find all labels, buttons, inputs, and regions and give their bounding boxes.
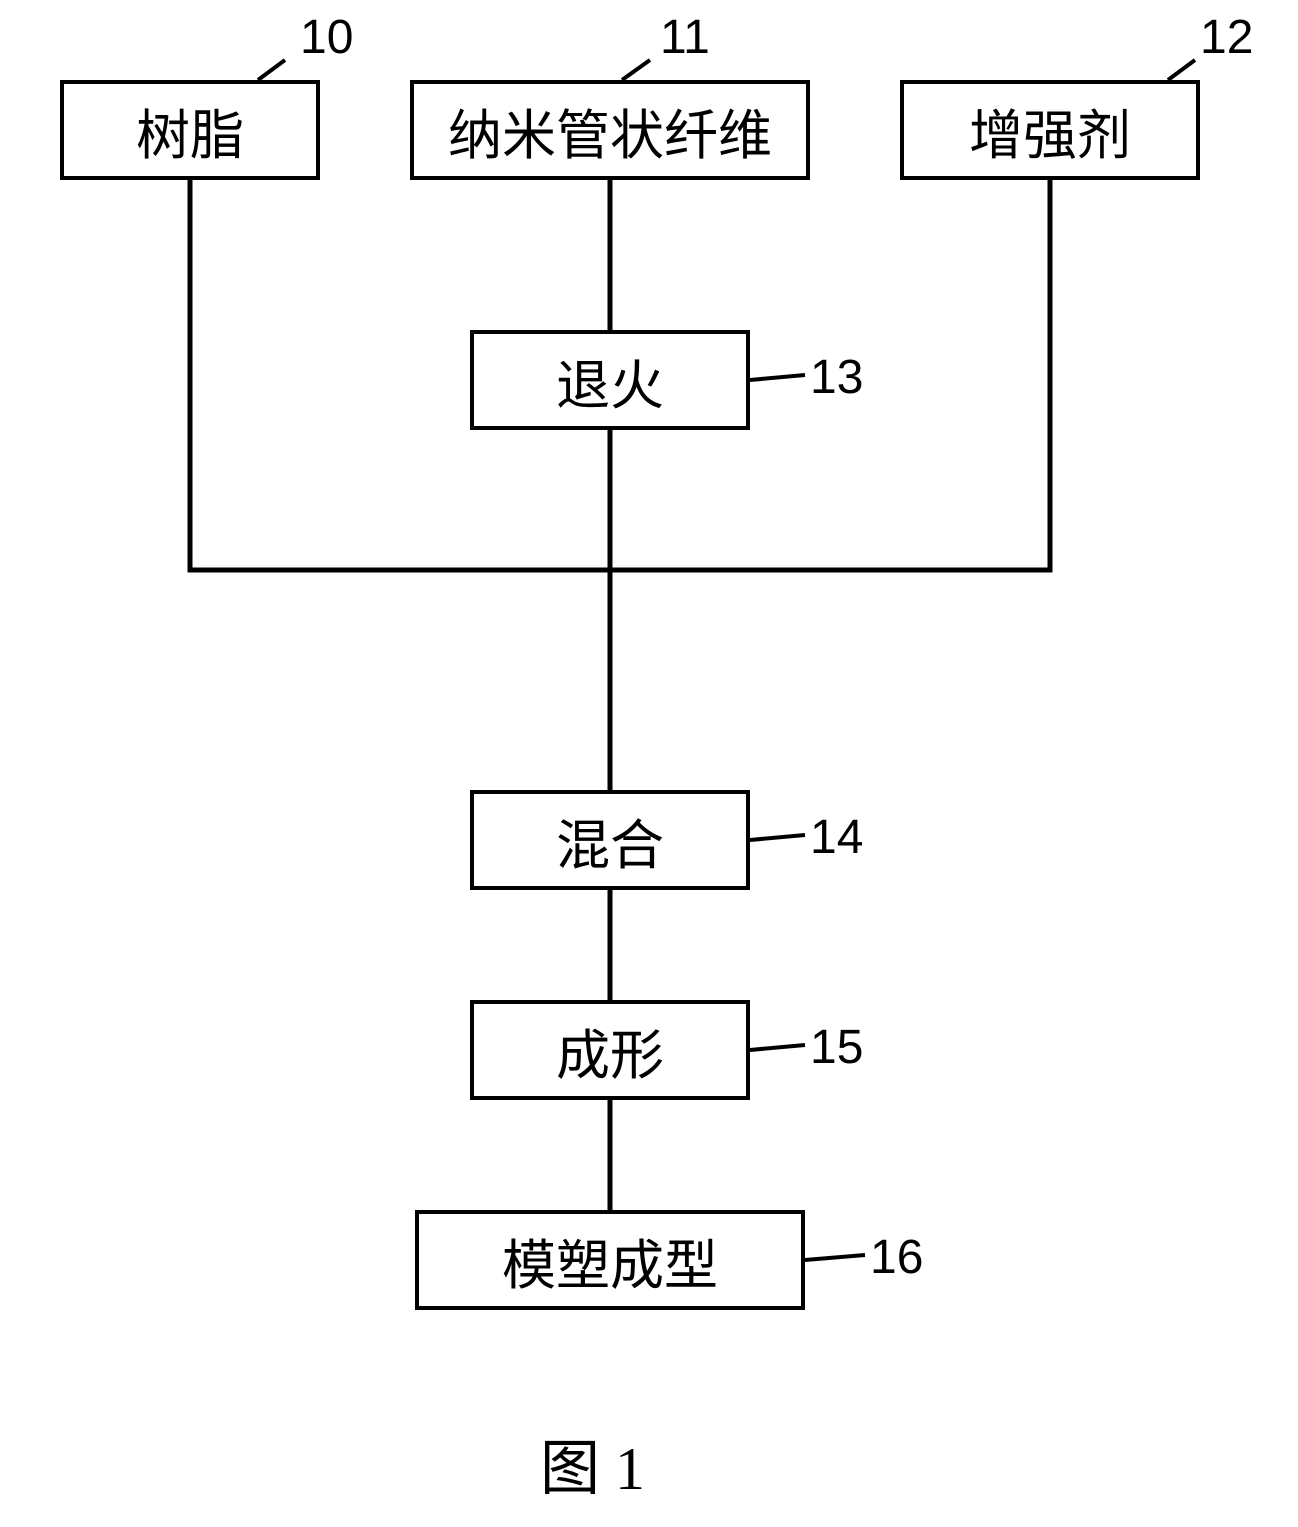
label-12: 12 — [1200, 10, 1253, 65]
node-molding-text: 模塑成型 — [502, 1221, 718, 1300]
node-mixing: 混合 — [470, 790, 750, 890]
node-forming: 成形 — [470, 1000, 750, 1100]
label-10: 10 — [300, 10, 353, 65]
node-reinforcer: 增强剂 — [900, 80, 1200, 180]
node-resin-text: 树脂 — [136, 91, 244, 170]
node-molding: 模塑成型 — [415, 1210, 805, 1310]
label-15: 15 — [810, 1020, 863, 1075]
figure-caption: 图 1 — [540, 1420, 645, 1507]
label-11: 11 — [660, 10, 710, 65]
node-nanotube-fiber: 纳米管状纤维 — [410, 80, 810, 180]
label-14: 14 — [810, 810, 863, 865]
node-annealing: 退火 — [470, 330, 750, 430]
node-reinforcer-text: 增强剂 — [969, 91, 1131, 170]
label-16: 16 — [870, 1230, 923, 1285]
node-resin: 树脂 — [60, 80, 320, 180]
label-13: 13 — [810, 350, 863, 405]
node-annealing-text: 退火 — [556, 341, 664, 420]
node-forming-text: 成形 — [556, 1011, 664, 1090]
node-mixing-text: 混合 — [556, 801, 664, 880]
node-nanotube-fiber-text: 纳米管状纤维 — [448, 91, 772, 170]
